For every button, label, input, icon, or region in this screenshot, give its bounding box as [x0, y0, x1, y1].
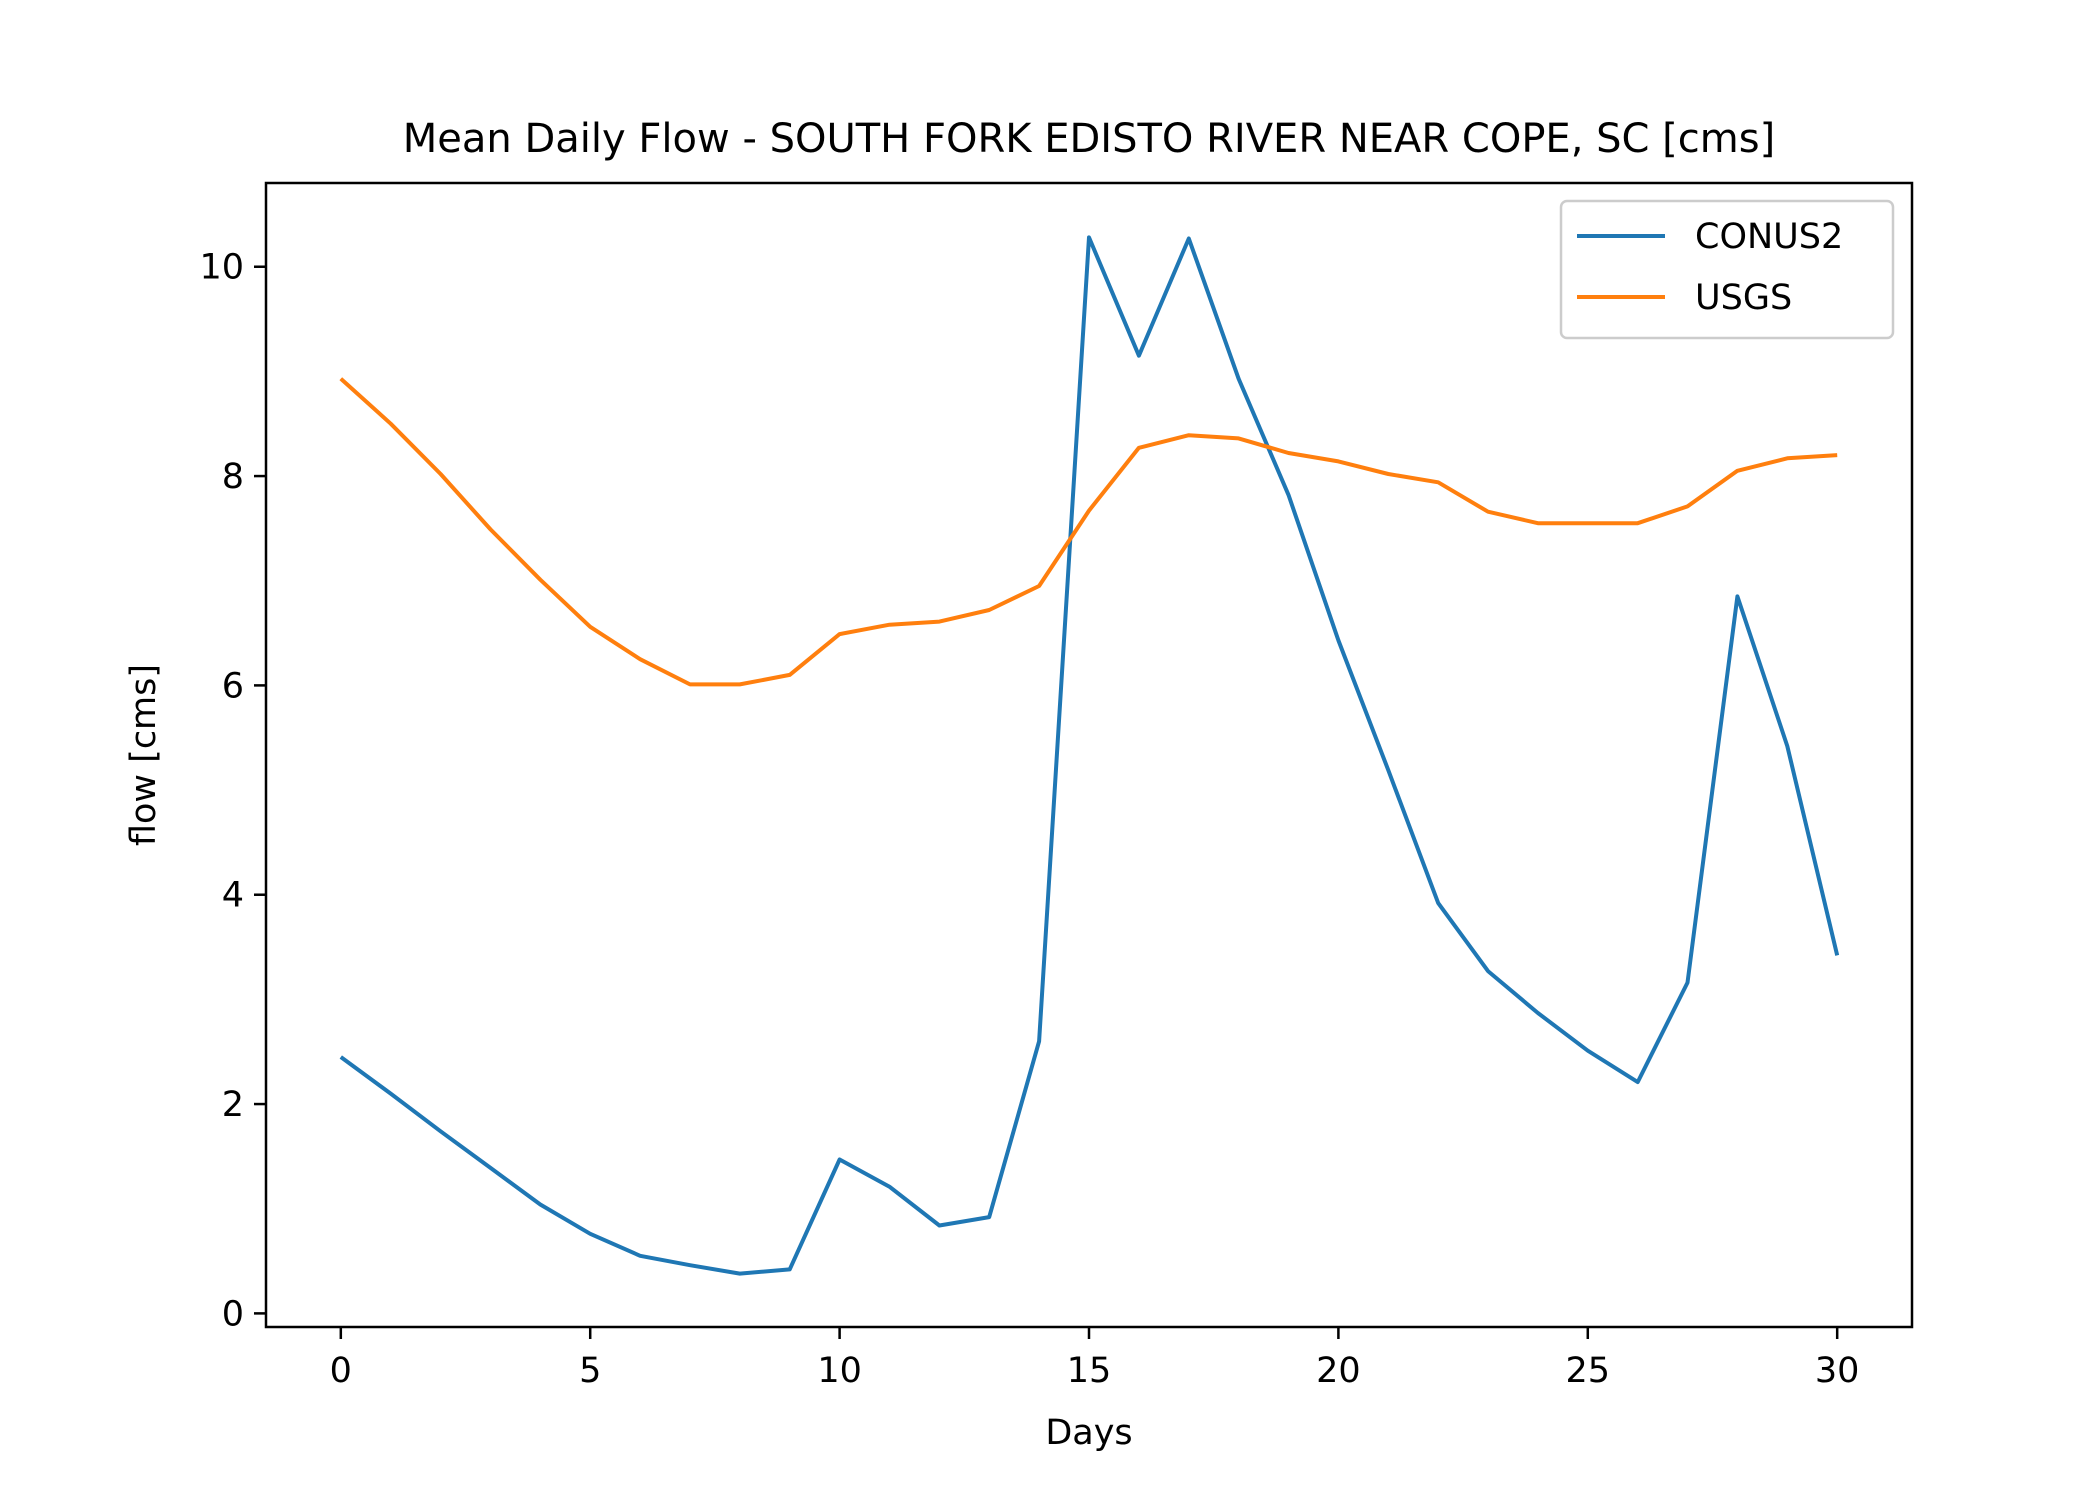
y-tick-label: 2	[222, 1085, 244, 1125]
series-line-usgs	[339, 377, 1838, 687]
y-tick-label: 6	[222, 666, 244, 706]
series-line-conus2	[339, 235, 1840, 1276]
x-tick-label: 30	[1815, 1351, 1860, 1391]
chart-title: Mean Daily Flow - SOUTH FORK EDISTO RIVE…	[403, 116, 1775, 162]
y-axis-label: flow [cms]	[124, 664, 164, 846]
x-axis-ticks: 0 5 10 15 20 25 30	[330, 1327, 1860, 1391]
x-tick-label: 20	[1316, 1351, 1361, 1391]
x-tick-label: 25	[1566, 1351, 1611, 1391]
y-axis-ticks: 0 2 4 6 8 10	[199, 248, 266, 1334]
x-tick-label: 10	[817, 1351, 862, 1391]
legend: CONUS2 USGS	[1559, 199, 1895, 340]
y-tick-label: 4	[222, 876, 244, 916]
plot-area	[264, 181, 1914, 1329]
x-axis-label: Days	[1045, 1413, 1132, 1453]
plot-frame	[264, 181, 1914, 1329]
legend-label-conus2: CONUS2	[1695, 217, 1843, 257]
y-tick-label: 0	[222, 1294, 244, 1334]
legend-label-usgs: USGS	[1695, 278, 1792, 318]
y-tick-label: 10	[199, 248, 244, 288]
y-tick-label: 8	[222, 457, 244, 497]
x-tick-label: 5	[579, 1351, 601, 1391]
x-tick-label: 15	[1067, 1351, 1112, 1391]
series-layer	[339, 235, 1840, 1276]
x-tick-label: 0	[330, 1351, 352, 1391]
